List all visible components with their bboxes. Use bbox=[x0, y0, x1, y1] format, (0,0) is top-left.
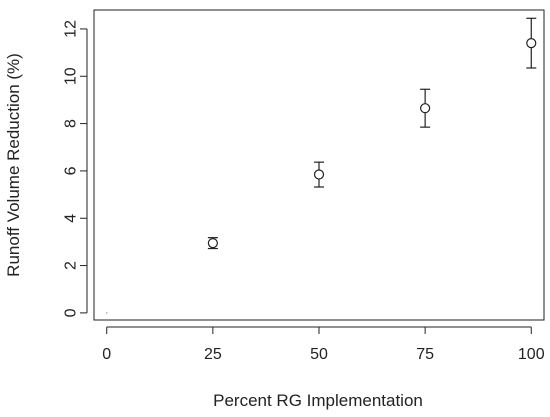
x-tick-label: 50 bbox=[310, 346, 328, 363]
x-tick-label: 25 bbox=[204, 346, 222, 363]
y-tick-label: 12 bbox=[63, 20, 80, 38]
x-axis-title: Percent RG Implementation bbox=[213, 391, 423, 410]
x-tick-label: 75 bbox=[416, 346, 434, 363]
data-point bbox=[106, 312, 108, 314]
point-marker bbox=[313, 169, 325, 180]
data-point bbox=[526, 17, 537, 69]
x-tick-label: 100 bbox=[518, 346, 545, 363]
y-tick-label: 6 bbox=[63, 166, 80, 175]
y-tick-label: 4 bbox=[63, 214, 80, 223]
data-point bbox=[207, 237, 218, 250]
x-axis: 0 25 50 75 100 bbox=[102, 326, 545, 363]
point-marker bbox=[420, 103, 431, 114]
point-marker bbox=[526, 38, 537, 49]
y-axis-title: Runoff Volume Reduction (%) bbox=[4, 53, 23, 277]
data-point bbox=[420, 88, 431, 128]
x-tick-label: 0 bbox=[102, 346, 111, 363]
y-tick-label: 2 bbox=[63, 261, 80, 270]
point-marker-dot bbox=[106, 312, 108, 314]
y-axis: 0 2 4 6 8 10 12 bbox=[63, 20, 88, 317]
y-tick-label: 8 bbox=[63, 119, 80, 128]
data-point bbox=[313, 161, 325, 188]
point-marker bbox=[207, 237, 218, 249]
y-tick-label: 10 bbox=[63, 67, 80, 85]
y-tick-label: 0 bbox=[63, 308, 80, 317]
data-points bbox=[106, 17, 537, 314]
plot-box bbox=[93, 9, 545, 321]
